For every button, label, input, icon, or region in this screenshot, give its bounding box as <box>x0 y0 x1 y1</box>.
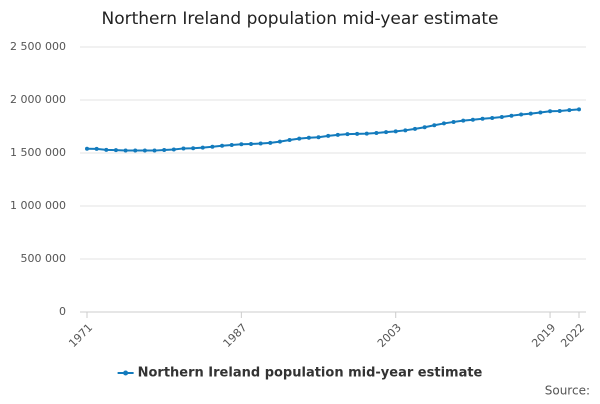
line <box>86 108 580 152</box>
point <box>538 110 543 115</box>
point <box>364 131 369 136</box>
point <box>104 147 109 152</box>
point <box>490 116 495 121</box>
point <box>384 130 389 135</box>
chart-title: Northern Ireland population mid-year est… <box>102 9 499 29</box>
point <box>142 148 147 153</box>
point <box>345 132 350 137</box>
y-tick-label: 1 000 000 <box>10 199 66 212</box>
point <box>499 114 504 119</box>
point <box>287 137 292 142</box>
y-tick-label: 0 <box>59 305 66 318</box>
point <box>258 141 263 146</box>
x-tick-label: 2022 <box>558 321 587 350</box>
point <box>277 139 282 144</box>
legend-marker <box>123 370 129 376</box>
point <box>335 132 340 137</box>
point <box>85 146 89 151</box>
point <box>94 146 99 151</box>
source: Source: <box>545 384 590 398</box>
point <box>162 148 167 153</box>
point <box>297 136 302 141</box>
point <box>220 143 225 148</box>
x-tick-label: 1971 <box>66 321 95 350</box>
point <box>239 142 244 147</box>
point <box>171 147 176 152</box>
point <box>249 141 253 146</box>
point <box>306 135 311 140</box>
point <box>451 119 456 124</box>
point <box>441 121 446 126</box>
x-tick-label: 2003 <box>375 321 404 350</box>
point <box>374 130 379 135</box>
point <box>519 112 524 117</box>
y-tick-label: 500 000 <box>21 252 67 265</box>
point <box>413 126 417 131</box>
point <box>210 144 215 149</box>
point <box>133 148 138 153</box>
point <box>548 109 553 114</box>
point <box>181 146 186 151</box>
point <box>191 146 196 151</box>
point <box>509 113 514 118</box>
point <box>355 131 360 136</box>
point <box>123 148 128 153</box>
point <box>403 128 408 133</box>
point <box>557 109 562 114</box>
point <box>567 108 572 113</box>
point <box>200 145 205 150</box>
y-tick-label: 2 500 000 <box>10 40 66 53</box>
y-tick-label: 1 500 000 <box>10 146 66 159</box>
point <box>268 140 273 145</box>
point <box>316 135 321 140</box>
legend-label: Northern Ireland population mid-year est… <box>138 366 483 381</box>
point <box>152 148 157 153</box>
point <box>393 129 398 134</box>
point <box>326 133 331 138</box>
point <box>470 117 475 122</box>
point <box>229 142 234 147</box>
point <box>480 116 485 121</box>
point <box>432 123 437 128</box>
point <box>422 125 427 130</box>
x-tick-label: 2019 <box>529 321 558 350</box>
y-tick-label: 2 000 000 <box>10 93 66 106</box>
point <box>461 118 466 123</box>
point <box>113 148 118 153</box>
point <box>528 111 533 116</box>
x-tick-label: 1987 <box>221 321 250 350</box>
point <box>577 107 581 112</box>
